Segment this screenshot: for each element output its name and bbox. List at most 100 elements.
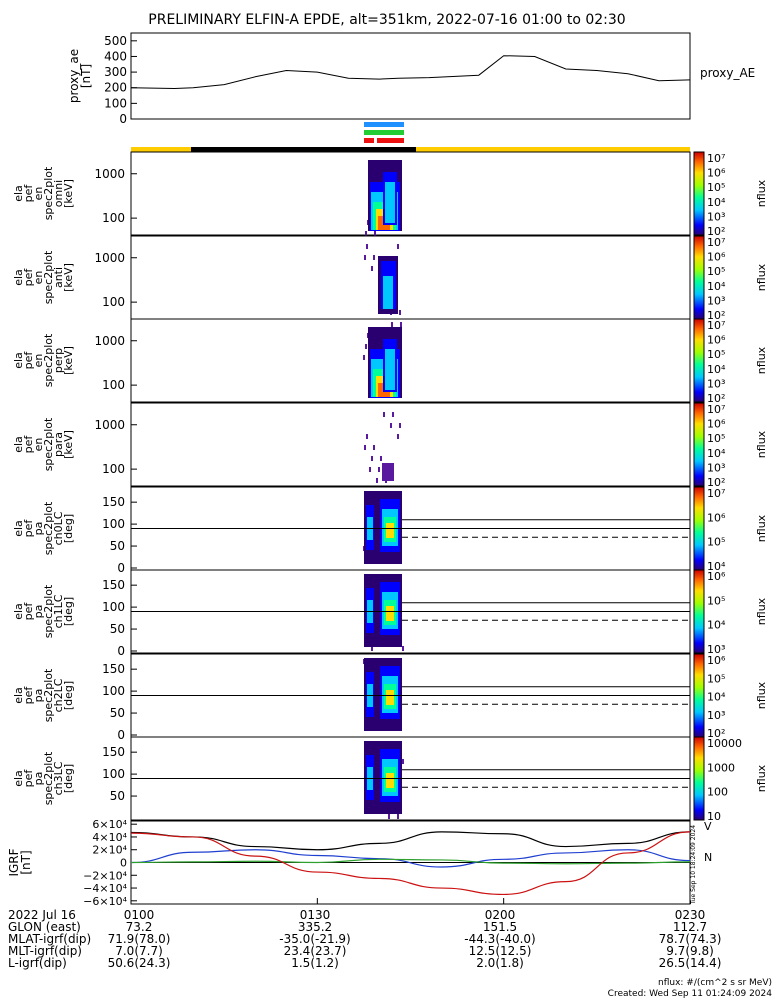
colorbar-unit-label: nflux xyxy=(755,514,768,542)
colorbar-unit-label: nflux xyxy=(755,179,768,207)
panel-4-speck xyxy=(380,456,382,461)
status-bar-blue xyxy=(364,122,404,127)
colorbar-tick-label: 10⁷ xyxy=(707,487,725,500)
footer-cell: 50.6(24.3) xyxy=(108,956,171,970)
colorbar-unit-label: nflux xyxy=(755,346,768,374)
colorbar-tick-label: 10⁶ xyxy=(707,251,726,264)
panel-1-frame xyxy=(130,151,691,236)
panel-ytick-label: 100 xyxy=(102,462,125,476)
panel-ytick-label: 0 xyxy=(117,561,125,575)
panel-ytick-label: 1000 xyxy=(94,334,125,348)
panel-5-axis-label: elapefpaspec2plotch0LC[deg] xyxy=(12,501,75,555)
panel-3-frame xyxy=(130,318,691,403)
footer-stamp: Tue Sep 10 18:24:09 2024 xyxy=(690,825,697,905)
colorbar-tick-label: 10 xyxy=(707,810,721,823)
igrf-series-blue xyxy=(130,849,691,868)
spectrum-bg xyxy=(382,463,394,481)
panel-5-spectrum xyxy=(363,491,402,564)
colorbar-tick-label: 10⁴ xyxy=(707,363,726,376)
footer-cell: 71.9(78.0) xyxy=(108,932,171,946)
panel-8-axis-label: elapefpaspec2plotch3LC[deg] xyxy=(12,751,75,805)
colorbar-tick-label: 10⁷ xyxy=(707,236,725,249)
colorbar-tick-label: 10⁵ xyxy=(707,348,725,361)
panel-4-speck xyxy=(371,456,373,461)
footer-cell: 9.7(9.8) xyxy=(666,944,714,958)
panel-7-colorbar xyxy=(693,653,705,738)
colorbar-tick-label: 10⁴ xyxy=(707,280,726,293)
colorbar-tick-label: 10² xyxy=(707,225,725,238)
panel-2-speck xyxy=(399,310,401,315)
ae-ytick-label: 200 xyxy=(104,81,127,95)
panel-2-speck xyxy=(373,255,375,260)
colorbar-tick-label: 10⁶ xyxy=(707,334,726,347)
colorbar-tick-label: 10⁶ xyxy=(707,570,726,583)
colorbar-unit-label: nflux xyxy=(755,430,768,458)
panel-3-speck xyxy=(363,355,365,360)
igrf-axis-label: IGRF[nT] xyxy=(7,848,33,876)
colorbar-tick-label: 10⁵ xyxy=(707,536,725,549)
panel-4-speck xyxy=(390,423,392,428)
colorbar-tick-label: 10⁵ xyxy=(707,432,725,445)
colorbar-unit-label: nflux xyxy=(755,681,768,709)
panel-ytick-label: 150 xyxy=(102,578,125,592)
panel-1-axis-label: elapefenspec2plotomni[keV] xyxy=(12,166,75,220)
panel-ytick-label: 150 xyxy=(102,662,125,676)
panel-1-colorbar xyxy=(693,151,705,236)
panel-2-speck xyxy=(397,244,399,249)
footer-cell: MLAT-igrf(dip) xyxy=(8,932,91,946)
colorbar-tick-label: 10000 xyxy=(707,737,742,750)
footer-cell: -44.3(-40.0) xyxy=(464,932,535,946)
spectrum-r4 xyxy=(386,523,394,538)
panel-4-speck xyxy=(376,478,378,483)
colorbar-tick-label: 10⁴ xyxy=(707,447,726,460)
colorbar-tick-label: 10³ xyxy=(707,461,725,474)
colorbar-tick-label: 10⁶ xyxy=(707,511,726,524)
colorbar-tick-label: 10⁵ xyxy=(707,265,725,278)
igrf-side-label-v: V xyxy=(704,820,712,833)
colorbar-tick-label: 1000 xyxy=(707,761,735,774)
colorbar-tick-label: 10⁷ xyxy=(707,152,725,165)
igrf-ytick-label: 6×10⁴ xyxy=(92,818,127,831)
panel-3-speck xyxy=(400,322,402,327)
colorbar-tick-label: 10⁷ xyxy=(707,319,725,332)
ae-series-line xyxy=(130,55,691,90)
panel-4-speck xyxy=(397,434,399,439)
panel-4-speck xyxy=(373,445,375,450)
panel-6-speck xyxy=(371,646,373,651)
footer-cell: 2022 Jul 16 xyxy=(8,908,76,922)
panel-1-speck xyxy=(365,231,367,236)
footer-cell: 73.2 xyxy=(126,920,153,934)
colorbar-tick-label: 10³ xyxy=(707,643,725,656)
colorbar-tick-label: 10² xyxy=(707,309,725,322)
panel-4-colorbar xyxy=(693,402,705,487)
footer-cell: 23.4(23.7) xyxy=(284,944,347,958)
status-bar-black xyxy=(191,147,416,152)
panel-3-axis-label: elapefenspec2plotperp[keV] xyxy=(12,333,75,387)
footer-cell: 12.5(12.5) xyxy=(469,944,532,958)
colorbar-tick-label: 10³ xyxy=(707,210,725,223)
colorbar-tick-label: 10² xyxy=(707,476,725,489)
colorbar-tick-label: 10⁶ xyxy=(707,167,726,180)
spectrum-r2 xyxy=(385,182,395,223)
spectrum-r4 xyxy=(386,606,394,621)
colorbar-tick-label: 10² xyxy=(707,392,725,405)
panel-ytick-label: 0 xyxy=(117,644,125,658)
panel-ytick-label: 1000 xyxy=(94,251,125,265)
panel-1-spectrum xyxy=(365,160,402,236)
spectrum-r2 xyxy=(385,349,395,390)
panel-7-axis-label: elapefpaspec2plotch2LC[deg] xyxy=(12,668,75,722)
panel-3-colorbar xyxy=(693,318,705,403)
panel-8-spectrum xyxy=(364,741,404,819)
status-bar-red-1 xyxy=(364,138,374,143)
panel-ytick-label: 100 xyxy=(102,600,125,614)
igrf-ytick-label: 4×10⁴ xyxy=(92,831,127,844)
panel-ytick-label: 50 xyxy=(110,622,125,636)
panel-2-speck xyxy=(366,244,368,249)
footer-cell: 0130 xyxy=(300,908,331,922)
ae-ytick-label: 500 xyxy=(104,34,127,48)
status-bar-green xyxy=(364,130,404,135)
panel-ytick-label: 100 xyxy=(102,378,125,392)
igrf-side-label-n: N xyxy=(704,851,712,864)
spectrum-l2 xyxy=(383,276,393,309)
